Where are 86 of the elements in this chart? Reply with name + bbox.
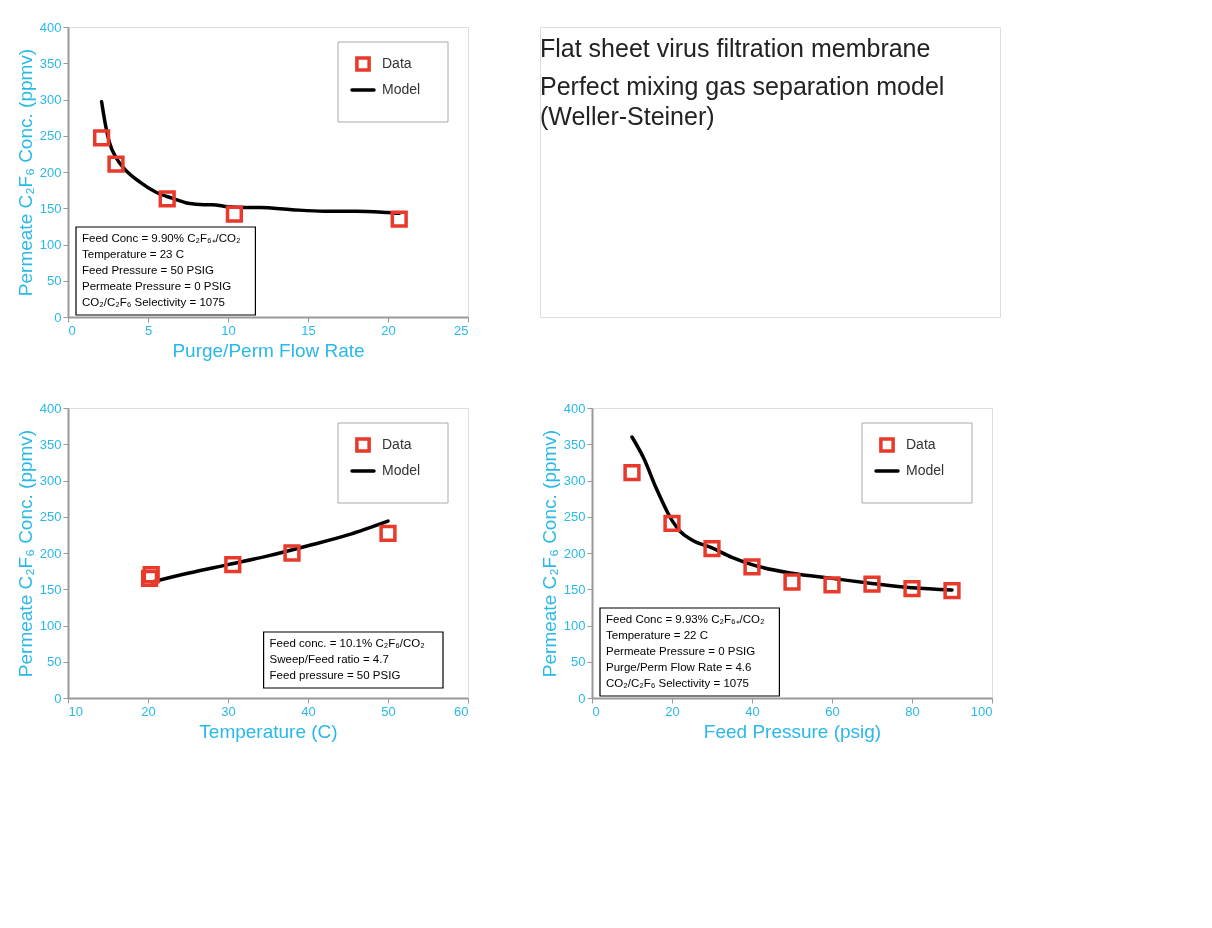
point (943, 582, 961, 600)
point (92, 129, 111, 147)
legend-label: Model (906, 462, 945, 478)
y-tick-label: 100 (39, 618, 62, 633)
text: Perfect mixing gas separation model (Weller-Steiner) (540, 72, 945, 130)
annotation: Sweep/Feed ratio = 4.7 (269, 653, 389, 665)
text: Flat sheet virus filtration membrane (540, 34, 931, 62)
x-tick-label: 40 (301, 703, 316, 719)
x-tick-label: 15 (301, 322, 316, 338)
x-tick-label: 5 (144, 322, 153, 338)
annotation: Permeate Pressure = 0 PSIG (82, 280, 232, 292)
x-tick-label: 100 (970, 703, 993, 719)
x-axis-title: Purge/Perm Flow Rate (172, 339, 365, 361)
annotation: Permeate Pressure = 0 PSIG (606, 645, 756, 657)
annotation: Purge/Perm Flow Rate = 4.6 (606, 661, 752, 673)
point (225, 205, 244, 223)
y-tick-label: 400 (39, 400, 62, 416)
annotation: Feed Conc = 9.90% C₂F₆₊/CO₂ (82, 232, 241, 244)
legend-label: Model (382, 462, 421, 478)
x-tick-label: 50 (381, 703, 396, 719)
legend-label: Data (382, 55, 412, 71)
annotation: Feed Pressure = 50 PSIG (82, 264, 215, 276)
y-tick-label: 200 (563, 545, 586, 561)
annotation: Temperature = 23 C (82, 248, 184, 260)
point (663, 514, 681, 532)
x-tick-label: 60 (454, 703, 469, 719)
x-tick-label: 40 (745, 703, 760, 719)
y-tick-label: 100 (563, 618, 586, 633)
x-tick-label: 60 (825, 703, 840, 719)
x-tick-label: 20 (381, 322, 396, 338)
y-tick-label: 400 (39, 19, 62, 35)
x-axis-title: Feed Pressure (psig) (703, 720, 882, 742)
y-tick-label: 100 (39, 237, 62, 252)
y-axis-title: Permeate C₂F₆ Conc. (ppmv) (538, 429, 560, 678)
y-tick-label: 400 (563, 400, 586, 416)
y-tick-label: 0 (54, 690, 62, 706)
y-axis-title: Permeate C₂F₆ Conc. (ppmv) (14, 429, 36, 678)
legend-label: Model (382, 81, 421, 97)
y-tick-label: 200 (39, 545, 62, 561)
legend-label: Data (906, 436, 936, 452)
point (390, 210, 408, 228)
annotation: Feed pressure = 50 PSIG (269, 669, 401, 681)
x-tick-label: 30 (221, 703, 236, 719)
x-axis-title: Temperature (C) (199, 720, 338, 742)
x-tick-label: 20 (665, 703, 680, 719)
y-tick-label: 150 (39, 581, 62, 597)
y-tick-label: 50 (47, 273, 62, 289)
y-tick-label: 300 (563, 473, 586, 488)
annotation: Feed conc. = 10.1% C₂F₆/CO₂ (269, 637, 425, 649)
x-tick-label: 80 (905, 703, 920, 719)
point (863, 575, 881, 593)
x-tick-label: 10 (68, 703, 83, 719)
point (823, 576, 841, 594)
y-tick-label: 300 (39, 473, 62, 488)
y-tick-label: 350 (563, 436, 586, 452)
y-tick-label: 350 (39, 436, 62, 452)
annotation: CO₂/C₂F₆ Selectivity = 1075 (606, 677, 749, 689)
y-tick-label: 0 (54, 309, 62, 325)
point (903, 579, 921, 598)
y-tick-label: 0 (578, 690, 586, 706)
x-tick-label: 0 (592, 703, 600, 719)
annotation: Temperature = 22 C (606, 629, 708, 641)
y-tick-label: 250 (39, 509, 62, 525)
x-tick-label: 20 (141, 703, 156, 719)
y-tick-label: 50 (47, 654, 62, 670)
point (743, 558, 761, 576)
y-tick-label: 250 (39, 128, 62, 144)
x-tick-label: 25 (454, 322, 469, 338)
y-axis-title: Permeate C₂F₆ Conc. (ppmv) (14, 48, 36, 297)
legend-label: Data (382, 436, 412, 452)
y-tick-label: 350 (39, 55, 62, 71)
x-tick-label: 10 (221, 322, 236, 338)
x-tick-label: 0 (68, 322, 76, 338)
y-tick-label: 250 (563, 509, 586, 525)
y-tick-label: 150 (563, 581, 586, 597)
y-tick-label: 300 (39, 92, 62, 107)
point (783, 573, 801, 591)
point (703, 540, 721, 558)
point (107, 155, 125, 173)
annotation: Feed Conc = 9.93% C₂F₆₊/CO₂ (606, 613, 765, 625)
point (158, 190, 176, 208)
y-tick-label: 150 (39, 200, 62, 216)
annotation: CO₂/C₂F₆ Selectivity = 1075 (82, 296, 225, 308)
y-tick-label: 200 (39, 164, 62, 180)
point (623, 463, 641, 482)
y-tick-label: 50 (571, 654, 586, 670)
